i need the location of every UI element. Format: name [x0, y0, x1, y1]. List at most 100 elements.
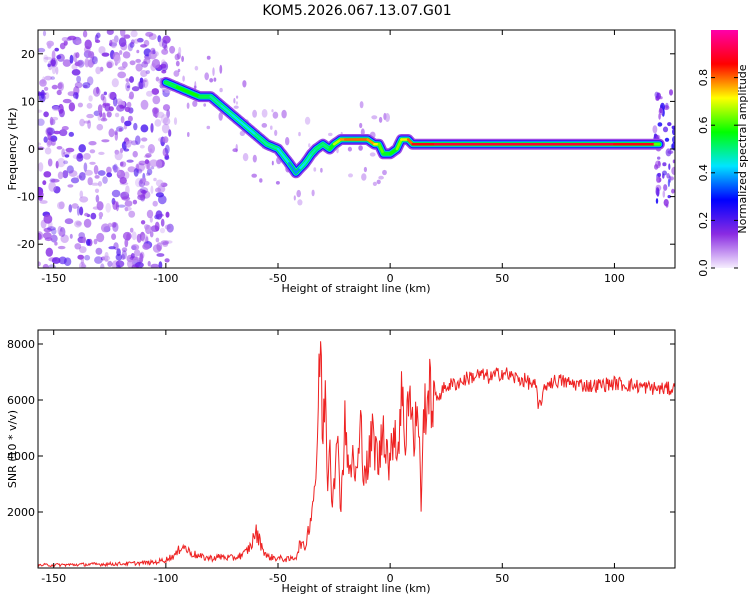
noise-blob	[138, 80, 144, 90]
noise-blob	[47, 158, 53, 167]
noise-blob	[58, 231, 63, 237]
x-tick-label: -150	[41, 272, 66, 285]
scatter-blob	[252, 109, 257, 118]
noise-blob	[43, 214, 53, 224]
noise-blob	[115, 260, 125, 268]
noise-blob	[42, 30, 47, 37]
noise-blob	[150, 47, 156, 55]
noise-blob	[156, 242, 163, 252]
noise-blob	[155, 237, 160, 243]
scatter-blob	[382, 169, 387, 176]
spectrogram-y-label: Frequency (Hz)	[6, 108, 19, 191]
noise-blob	[145, 31, 154, 37]
edge-blob	[672, 128, 675, 136]
noise-blob	[136, 37, 144, 43]
scatter-blob	[348, 173, 353, 178]
noise-blob	[100, 93, 105, 101]
noise-blob	[75, 40, 82, 45]
ridge-core	[164, 81, 179, 89]
noise-blob	[129, 91, 134, 100]
colorbar-ticks: 0.0 0.2 0.4 0.6 0.8	[697, 69, 738, 277]
noise-blob	[120, 161, 124, 167]
noise-blob	[129, 76, 134, 83]
edge-blob	[671, 166, 675, 175]
noise-blob	[77, 254, 84, 260]
noise-blob	[76, 75, 81, 83]
noise-blob	[164, 155, 170, 161]
scatter-blob	[372, 181, 377, 186]
noise-blob	[64, 218, 74, 225]
spectrogram-x-label: Height of straight line (km)	[281, 282, 430, 295]
noise-blob	[108, 91, 116, 100]
noise-blob	[67, 35, 77, 41]
noise-blob	[150, 166, 155, 170]
noise-blob	[121, 254, 125, 260]
noise-blob	[94, 175, 100, 179]
noise-blob	[144, 159, 150, 165]
noise-blob	[111, 233, 117, 240]
noise-blob	[43, 56, 53, 60]
ridge-core	[254, 133, 269, 146]
edge-blob	[663, 184, 668, 191]
edge-blob	[654, 91, 659, 99]
noise-blob	[131, 264, 139, 268]
noise-blob	[126, 101, 132, 108]
noise-blob	[51, 228, 57, 235]
noise-blob	[108, 106, 114, 112]
scatter-blob	[304, 116, 311, 125]
noise-blob	[106, 111, 112, 118]
noise-blob	[87, 59, 94, 68]
noise-blob	[145, 153, 152, 158]
noise-blob	[139, 77, 144, 83]
noise-blob	[65, 147, 75, 153]
noise-blob	[38, 109, 43, 113]
scatter-blob	[296, 189, 302, 198]
y-tick-label: 20	[21, 48, 35, 61]
scatter-blob	[233, 97, 236, 104]
noise-blob	[114, 112, 120, 118]
scatter-blob	[378, 175, 384, 180]
noise-blob	[147, 260, 151, 267]
noise-blob	[50, 178, 60, 183]
noise-blob	[129, 227, 134, 233]
noise-blob	[147, 144, 155, 154]
snr-x-label: Height of straight line (km)	[281, 582, 430, 595]
noise-blob	[140, 99, 149, 110]
ridge-core	[366, 138, 376, 146]
colorbar-tick-label: 0.8	[697, 69, 710, 87]
noise-blob	[63, 160, 69, 165]
noise-blob	[74, 220, 82, 228]
x-tick-label: 100	[604, 572, 625, 585]
scatter-blob	[275, 181, 280, 185]
noise-blob	[118, 37, 127, 47]
scatter-blob	[218, 112, 223, 121]
noise-blob	[133, 122, 138, 131]
noise-blob	[118, 127, 123, 132]
noise-blob	[126, 85, 130, 89]
noise-blob	[127, 166, 136, 173]
noise-blob	[43, 54, 49, 63]
noise-blob	[142, 78, 149, 88]
noise-blob	[87, 51, 95, 59]
noise-blob	[92, 87, 101, 97]
noise-blob	[116, 264, 121, 268]
noise-blob	[96, 232, 105, 243]
noise-blob	[117, 170, 121, 176]
noise-blob	[61, 148, 66, 158]
noise-blob	[102, 176, 108, 184]
noise-blob	[166, 223, 174, 233]
scatter-blob	[272, 111, 279, 119]
snr-plot-area	[38, 330, 675, 568]
scatter-blob	[187, 132, 190, 137]
scatter-blob	[204, 72, 209, 81]
noise-blob	[124, 171, 130, 179]
noise-blob	[114, 151, 123, 161]
noise-blob	[155, 192, 164, 198]
scatter-blob	[271, 109, 274, 113]
noise-blob	[51, 105, 61, 110]
snr-series-line	[38, 341, 675, 568]
scatter-blob	[206, 55, 211, 60]
noise-blob	[96, 32, 101, 39]
noise-blob	[162, 136, 169, 144]
